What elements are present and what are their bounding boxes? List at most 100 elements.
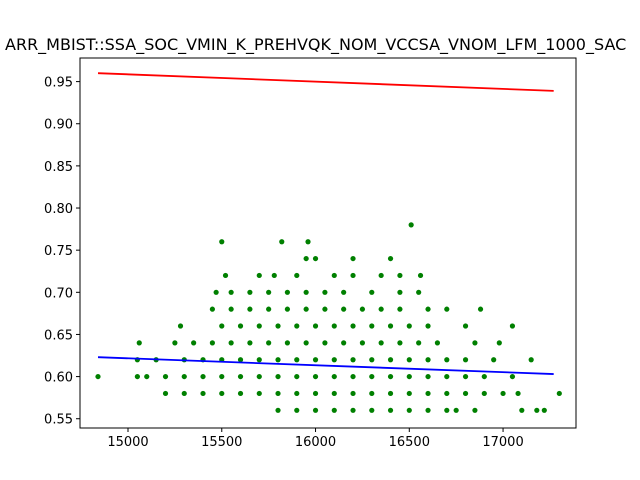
point — [387, 323, 394, 329]
point — [331, 357, 337, 363]
point — [219, 323, 225, 329]
point — [369, 289, 375, 295]
point — [406, 407, 412, 413]
point — [136, 340, 142, 346]
point — [406, 357, 412, 363]
point — [359, 340, 366, 346]
y-tick-label: 0.55 — [44, 413, 73, 428]
x-tick-label: 15500 — [201, 435, 242, 450]
point — [359, 306, 366, 312]
point — [284, 289, 291, 295]
point — [247, 289, 253, 295]
point — [453, 407, 459, 413]
point — [228, 340, 234, 346]
point — [200, 373, 206, 380]
point — [331, 373, 337, 380]
point — [350, 272, 356, 279]
point — [444, 373, 450, 380]
point — [266, 306, 272, 312]
point — [397, 340, 403, 346]
point — [378, 340, 384, 346]
point — [462, 373, 469, 380]
point — [444, 357, 450, 363]
point — [350, 373, 356, 380]
point — [425, 407, 431, 413]
point — [534, 407, 540, 413]
point — [271, 272, 277, 279]
point — [266, 289, 272, 295]
point — [528, 357, 534, 363]
point — [387, 255, 394, 262]
point — [162, 373, 169, 380]
point — [312, 390, 319, 397]
point — [397, 289, 403, 295]
point — [341, 289, 347, 295]
y-tick-label: 0.85 — [44, 160, 73, 175]
point — [294, 272, 300, 279]
point — [312, 407, 319, 413]
point — [369, 323, 375, 329]
point — [472, 340, 478, 346]
point — [350, 407, 356, 413]
point — [303, 340, 309, 346]
point — [312, 323, 319, 329]
point — [275, 323, 281, 329]
point — [500, 390, 506, 397]
plot-frame — [79, 57, 577, 429]
point — [305, 239, 311, 245]
point — [387, 390, 394, 397]
point — [209, 306, 215, 312]
point — [172, 340, 178, 346]
point — [200, 390, 206, 397]
point — [477, 306, 484, 312]
point — [279, 239, 285, 245]
y-tick-label: 0.80 — [44, 202, 73, 217]
point — [237, 323, 244, 329]
point — [369, 373, 375, 380]
point — [222, 272, 229, 279]
trend-line — [97, 356, 554, 375]
point — [294, 390, 300, 397]
point — [462, 323, 469, 329]
point — [387, 407, 394, 413]
point — [350, 255, 356, 262]
point — [209, 340, 215, 346]
point — [496, 340, 502, 346]
point — [303, 289, 309, 295]
point — [219, 239, 225, 245]
point — [256, 390, 262, 397]
point — [425, 373, 431, 380]
point — [294, 323, 300, 329]
point — [425, 306, 431, 312]
point — [481, 373, 487, 380]
y-tick-label: 0.60 — [44, 371, 73, 386]
point — [541, 407, 547, 413]
point — [509, 373, 516, 380]
point — [219, 373, 225, 380]
point — [425, 390, 431, 397]
point — [191, 340, 197, 346]
point — [509, 323, 516, 329]
point — [275, 373, 281, 380]
point — [237, 357, 244, 363]
point — [134, 373, 140, 380]
y-tick-label: 0.70 — [44, 286, 73, 301]
point — [237, 390, 244, 397]
point — [462, 390, 469, 397]
x-tick-label: 16500 — [389, 435, 430, 450]
point — [256, 357, 262, 363]
point — [181, 373, 187, 380]
point — [266, 340, 272, 346]
point — [369, 407, 375, 413]
point — [275, 407, 281, 413]
point — [228, 289, 234, 295]
point — [331, 272, 337, 279]
y-tick-label: 0.90 — [44, 118, 73, 133]
point — [417, 272, 424, 279]
point — [312, 357, 319, 363]
point — [416, 289, 422, 295]
point — [515, 390, 521, 397]
point — [95, 373, 101, 380]
point — [472, 407, 478, 413]
